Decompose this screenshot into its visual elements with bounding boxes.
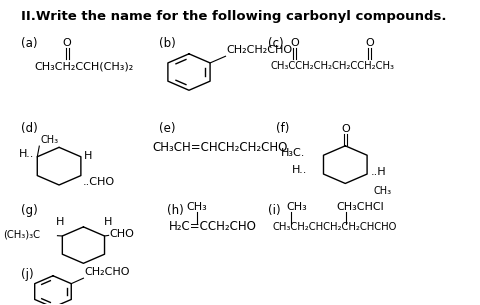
Text: H₂C=CCH₂CHO: H₂C=CCH₂CHO bbox=[168, 221, 257, 233]
Text: (c): (c) bbox=[268, 37, 284, 50]
Text: CH₂CH₂CHO: CH₂CH₂CHO bbox=[227, 45, 292, 55]
Text: CH₃CH=CHCH₂CH₂CHO: CH₃CH=CHCH₂CH₂CHO bbox=[153, 142, 288, 154]
Text: H: H bbox=[56, 217, 64, 228]
Text: O: O bbox=[290, 38, 299, 48]
Text: O: O bbox=[63, 38, 72, 48]
Text: H: H bbox=[84, 151, 93, 161]
Text: II.Write the name for the following carbonyl compounds.: II.Write the name for the following carb… bbox=[21, 10, 446, 23]
Text: (e): (e) bbox=[158, 122, 175, 135]
Text: (CH₃)₃C: (CH₃)₃C bbox=[3, 229, 40, 239]
Text: CH₃CCH₂CH₂CH₂CCH₂CH₃: CH₃CCH₂CH₂CH₂CCH₂CH₃ bbox=[270, 61, 394, 71]
Text: CH₂CHO: CH₂CHO bbox=[84, 267, 130, 277]
Text: ..CHO: ..CHO bbox=[83, 177, 115, 187]
Text: CH₃: CH₃ bbox=[40, 135, 59, 145]
Text: (f): (f) bbox=[276, 122, 289, 135]
Text: CH₃: CH₃ bbox=[373, 186, 391, 196]
Text: CH₃: CH₃ bbox=[187, 202, 207, 212]
Text: CHO: CHO bbox=[109, 228, 134, 239]
Text: (a): (a) bbox=[21, 37, 37, 50]
Text: O: O bbox=[341, 124, 349, 134]
Text: O: O bbox=[365, 38, 374, 48]
Text: (i): (i) bbox=[268, 204, 281, 217]
Text: (h): (h) bbox=[167, 204, 183, 217]
Text: H₃C.: H₃C. bbox=[281, 148, 305, 158]
Text: (d): (d) bbox=[21, 122, 37, 135]
Text: (j): (j) bbox=[21, 268, 33, 281]
Text: CH₃: CH₃ bbox=[287, 202, 307, 212]
Text: H..: H.. bbox=[19, 149, 35, 159]
Text: CH₃CHCl: CH₃CHCl bbox=[336, 202, 384, 212]
Text: H..: H.. bbox=[292, 164, 307, 174]
Text: CH₃CH₂CCH(CH₃)₂: CH₃CH₂CCH(CH₃)₂ bbox=[35, 61, 134, 71]
Text: CH₃CH₂CHCH₂CH₂CHCHO: CH₃CH₂CHCH₂CH₂CHCHO bbox=[272, 222, 396, 232]
Text: (g): (g) bbox=[21, 204, 37, 217]
Text: (b): (b) bbox=[158, 37, 175, 50]
Text: ..H: ..H bbox=[371, 167, 387, 177]
Text: H: H bbox=[104, 217, 112, 228]
